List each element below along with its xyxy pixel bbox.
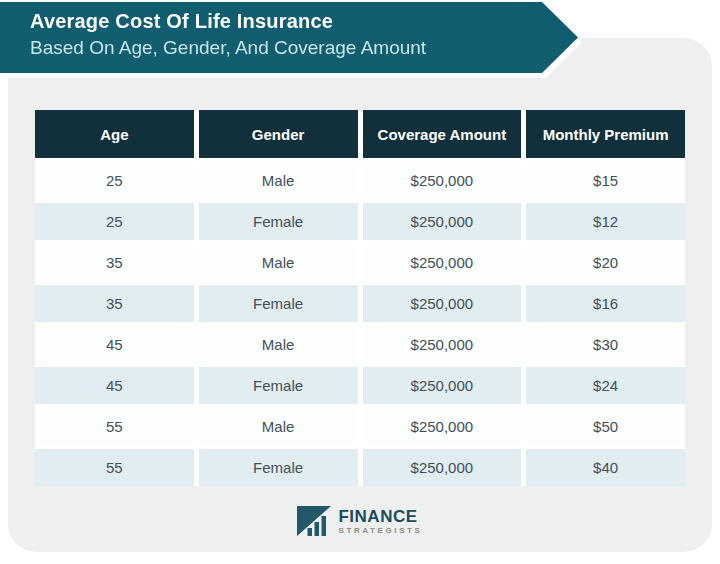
- table-cell: $250,000: [363, 162, 522, 199]
- column-header-gender: Gender: [199, 110, 358, 158]
- finance-strategists-logo-icon: [297, 506, 331, 536]
- table-cell: Female: [199, 367, 358, 404]
- table-cell: 35: [35, 244, 194, 281]
- title-banner: Average Cost Of Life Insurance Based On …: [0, 2, 578, 73]
- table-cell: $250,000: [363, 449, 522, 486]
- table-cell: 55: [35, 449, 194, 486]
- table-cell: Female: [199, 203, 358, 240]
- infographic-canvas: Average Cost Of Life Insurance Based On …: [0, 0, 720, 564]
- table-cell: 45: [35, 326, 194, 363]
- table-cell: Male: [199, 162, 358, 199]
- logo-secondary-text: STRATEGISTS: [338, 527, 422, 535]
- table-cell: Male: [199, 244, 358, 281]
- column-header-coverage-amount: Coverage Amount: [363, 110, 522, 158]
- table-cell: $250,000: [363, 244, 522, 281]
- table-cell: $15: [526, 162, 685, 199]
- table-cell: Male: [199, 326, 358, 363]
- table-cell: $250,000: [363, 326, 522, 363]
- table-cell: 35: [35, 285, 194, 322]
- table-cell: 55: [35, 408, 194, 445]
- table-cell: Female: [199, 285, 358, 322]
- table-cell: $40: [526, 449, 685, 486]
- column-header-monthly-premium: Monthly Premium: [526, 110, 685, 158]
- table-cell: $12: [526, 203, 685, 240]
- footer-logo: FINANCE STRATEGISTS: [0, 506, 720, 536]
- table-cell: Male: [199, 408, 358, 445]
- table-cell: $20: [526, 244, 685, 281]
- insurance-cost-table: AgeGenderCoverage AmountMonthly Premium 2…: [35, 110, 685, 486]
- page-title: Average Cost Of Life Insurance: [30, 10, 578, 33]
- table-cell: $250,000: [363, 285, 522, 322]
- title-banner-shape: Average Cost Of Life Insurance Based On …: [0, 2, 578, 73]
- table-cell: $250,000: [363, 203, 522, 240]
- table-cell: $30: [526, 326, 685, 363]
- table-cell: $24: [526, 367, 685, 404]
- table-cell: $250,000: [363, 408, 522, 445]
- table-cell: $50: [526, 408, 685, 445]
- logo-primary-text: FINANCE: [338, 508, 422, 525]
- table-cell: 25: [35, 203, 194, 240]
- table-cell: $16: [526, 285, 685, 322]
- table-cell: 25: [35, 162, 194, 199]
- page-subtitle: Based On Age, Gender, And Coverage Amoun…: [30, 37, 578, 59]
- table-cell: $250,000: [363, 367, 522, 404]
- column-header-age: Age: [35, 110, 194, 158]
- logo-text-block: FINANCE STRATEGISTS: [338, 508, 422, 535]
- table-cell: 45: [35, 367, 194, 404]
- table-cell: Female: [199, 449, 358, 486]
